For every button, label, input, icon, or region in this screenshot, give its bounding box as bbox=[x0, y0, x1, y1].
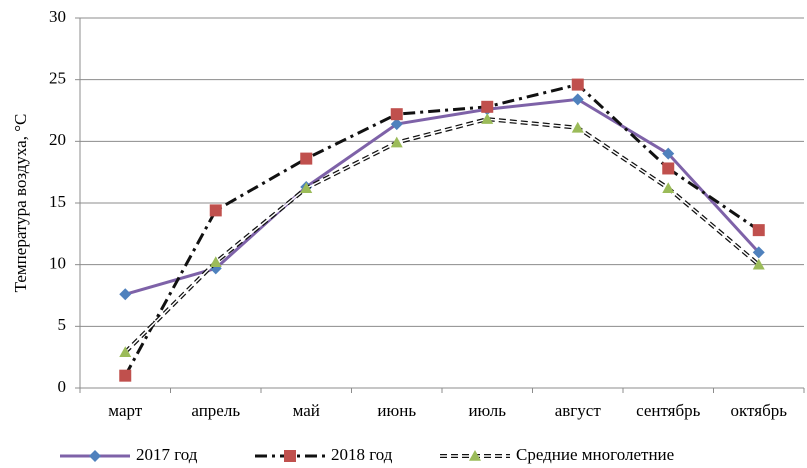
legend-label: 2017 год bbox=[136, 445, 198, 464]
y-tick-label: 10 bbox=[49, 254, 66, 273]
legend-marker bbox=[89, 450, 101, 462]
series-line bbox=[124, 97, 760, 296]
data-point bbox=[119, 346, 132, 358]
data-point bbox=[662, 182, 675, 193]
x-tick-label: апрель bbox=[191, 401, 240, 420]
data-point bbox=[390, 118, 403, 131]
legend-marker bbox=[284, 450, 296, 462]
data-point bbox=[481, 100, 494, 113]
y-tick-label: 15 bbox=[49, 192, 66, 211]
data-point bbox=[390, 108, 403, 121]
data-point bbox=[390, 136, 403, 148]
data-point bbox=[571, 78, 584, 91]
legend-label: 2018 год bbox=[331, 445, 393, 464]
data-point bbox=[300, 182, 313, 193]
y-tick-label: 20 bbox=[49, 130, 66, 149]
x-tick-label: август bbox=[555, 401, 602, 420]
legend-marker bbox=[469, 450, 481, 461]
y-tick-label: 5 bbox=[58, 315, 67, 334]
data-point bbox=[752, 258, 765, 270]
x-tick-label: март bbox=[108, 401, 142, 420]
data-point bbox=[119, 288, 132, 301]
series-line-inner bbox=[124, 118, 760, 353]
x-tick-label: октябрь bbox=[731, 401, 788, 420]
data-point bbox=[571, 93, 584, 106]
legend-label: Средние многолетние bbox=[516, 445, 674, 464]
y-tick-label: 30 bbox=[49, 7, 66, 26]
y-tick-label: 0 bbox=[58, 377, 67, 396]
data-point bbox=[481, 113, 494, 124]
data-point bbox=[662, 162, 675, 175]
data-point bbox=[571, 121, 584, 133]
x-tick-label: июль bbox=[468, 401, 506, 420]
y-axis-label: Температура воздуха, °С bbox=[11, 114, 30, 293]
data-point bbox=[209, 204, 222, 217]
x-tick-label: май bbox=[293, 401, 320, 420]
y-tick-label: 25 bbox=[49, 69, 66, 88]
data-point bbox=[662, 147, 675, 160]
data-point bbox=[209, 256, 222, 267]
data-point bbox=[752, 224, 765, 237]
data-point bbox=[300, 152, 313, 165]
series-line bbox=[123, 82, 760, 377]
x-tick-label: сентябрь bbox=[636, 401, 701, 420]
data-point bbox=[119, 369, 132, 382]
data-point bbox=[752, 246, 765, 259]
x-tick-label: июнь bbox=[377, 401, 416, 420]
